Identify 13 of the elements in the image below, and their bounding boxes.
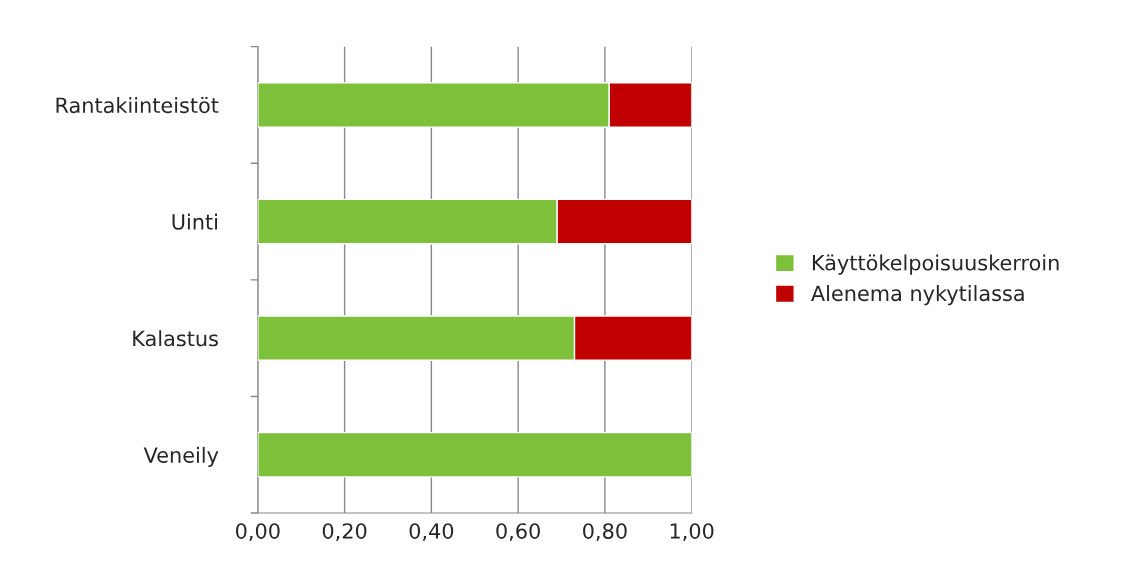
x-tick-label: 0,60 bbox=[496, 523, 540, 542]
x-tick-label: 0,00 bbox=[236, 523, 280, 542]
x-tick-label: 0,80 bbox=[583, 523, 627, 542]
y-tick-label: Veneily bbox=[143, 446, 219, 467]
y-tick-label: Rantakiinteistöt bbox=[56, 97, 219, 114]
x-tick-label: 1,00 bbox=[670, 523, 714, 542]
bar bbox=[257, 431, 692, 478]
y-tick-label: Uinti bbox=[172, 213, 217, 230]
y-tick-label: Kalastus bbox=[133, 330, 218, 347]
x-tick-label: 0,40 bbox=[409, 523, 454, 542]
legend-label: Alenema nykytilassa bbox=[811, 285, 1024, 306]
x-tick-label: 0,20 bbox=[322, 523, 367, 542]
legend-label: Käyttökelpoisuuskerroin bbox=[812, 254, 1059, 275]
